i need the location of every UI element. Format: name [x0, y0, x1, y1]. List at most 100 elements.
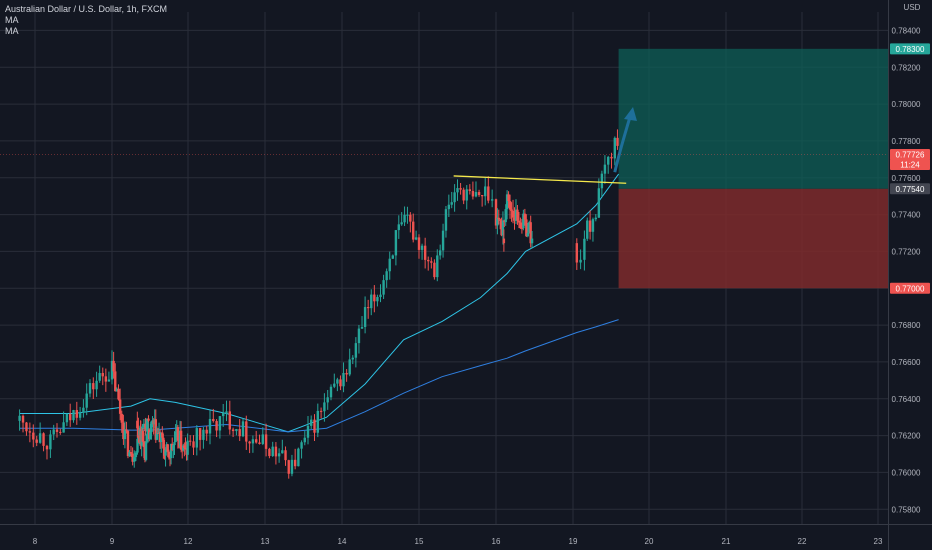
candle-body: [329, 386, 333, 398]
candle-body: [82, 407, 85, 413]
candle-body: [397, 224, 400, 231]
candle-body: [391, 255, 395, 259]
candle-body: [351, 357, 354, 360]
candle-body: [520, 228, 524, 230]
y-tick-label: 0.78400: [892, 26, 921, 35]
symbol-title[interactable]: Australian Dollar / U.S. Dollar, 1h, FXC…: [5, 4, 168, 14]
candle-body: [25, 422, 28, 432]
profit-zone[interactable]: [618, 48, 888, 189]
x-tick-label: 13: [261, 537, 270, 546]
candle-body: [78, 412, 82, 418]
candle-body: [477, 192, 481, 196]
candle-body: [591, 219, 595, 232]
candle-body: [438, 250, 442, 256]
candle-body: [144, 423, 147, 432]
loss-zone[interactable]: [618, 188, 888, 289]
candle-body: [370, 294, 373, 309]
candle-body: [613, 137, 616, 159]
x-tick-label: 20: [645, 537, 654, 546]
candle-body: [459, 188, 462, 190]
indicator-ma-2[interactable]: MA: [5, 26, 19, 36]
candles: [18, 129, 619, 479]
candle-body: [117, 388, 120, 400]
candle-body: [112, 360, 115, 372]
candle-body: [55, 429, 59, 432]
candle-body: [354, 343, 358, 358]
candle-body: [85, 393, 88, 408]
candle-body: [154, 419, 157, 440]
candle-body: [251, 439, 255, 444]
candle-body: [333, 383, 336, 387]
candle-body: [110, 360, 114, 380]
candle-body: [610, 156, 613, 159]
candle-body: [510, 209, 513, 211]
candle-body: [72, 410, 75, 421]
candle-body: [444, 209, 448, 231]
candle-body: [522, 213, 525, 229]
candle-body: [150, 421, 153, 433]
candle-body: [516, 209, 519, 221]
candle-body: [173, 442, 176, 446]
candle-body: [501, 220, 505, 236]
candle-body: [494, 199, 498, 226]
x-tick-label: 21: [722, 537, 731, 546]
candle-body: [575, 243, 578, 263]
candle-body: [92, 383, 95, 390]
candle-body: [603, 164, 607, 174]
candle-body: [271, 446, 274, 457]
candle-body: [172, 445, 175, 450]
candle-body: [241, 421, 245, 437]
price-tag: [890, 282, 930, 294]
candle-body: [101, 373, 104, 377]
candle-body: [42, 433, 45, 446]
candle-body: [597, 188, 601, 218]
x-tick-label: 15: [415, 537, 424, 546]
candle-body: [245, 421, 248, 442]
x-tick-label: 23: [874, 537, 883, 546]
candle-body: [21, 415, 25, 423]
candle-body: [588, 220, 592, 232]
candle-body: [104, 376, 108, 382]
candle-body: [468, 189, 472, 192]
candle-body: [427, 259, 430, 262]
candle-body: [38, 433, 42, 443]
candle-body: [186, 440, 189, 455]
candle-body: [394, 230, 398, 256]
candle-body: [122, 422, 125, 440]
candle-body: [202, 429, 205, 440]
candle-body: [293, 459, 297, 467]
candle-body: [357, 328, 361, 344]
candle-body: [118, 399, 122, 414]
candle-body: [607, 156, 610, 165]
candle-body: [300, 442, 303, 449]
price-tag-label: 0.77000: [896, 284, 925, 293]
candle-body: [456, 188, 459, 193]
resistance-trendline[interactable]: [453, 175, 627, 184]
candle-body: [231, 429, 235, 432]
candle-body: [59, 431, 62, 433]
candle-body: [32, 432, 35, 440]
candle-body: [136, 420, 139, 429]
candle-body: [480, 195, 484, 197]
candle-body: [487, 186, 490, 201]
candle-body: [174, 431, 177, 443]
candle-body: [123, 429, 127, 440]
currency-label: USD: [904, 3, 921, 12]
candle-body: [179, 430, 183, 450]
y-tick-label: 0.78200: [892, 63, 921, 72]
indicator-ma-1[interactable]: MA: [5, 15, 19, 25]
x-tick-label: 8: [33, 537, 38, 546]
y-tick-label: 0.77400: [892, 211, 921, 220]
candle-body: [453, 192, 456, 203]
position-zones[interactable]: [618, 48, 888, 289]
candle-body: [128, 452, 131, 457]
candle-body: [376, 297, 379, 302]
drawings[interactable]: [453, 106, 637, 184]
y-tick-label: 0.78000: [892, 100, 921, 109]
candle-body: [144, 441, 148, 460]
projection-arrow[interactable]: [613, 116, 632, 173]
candle-body: [525, 219, 528, 237]
candle-body: [417, 237, 421, 250]
